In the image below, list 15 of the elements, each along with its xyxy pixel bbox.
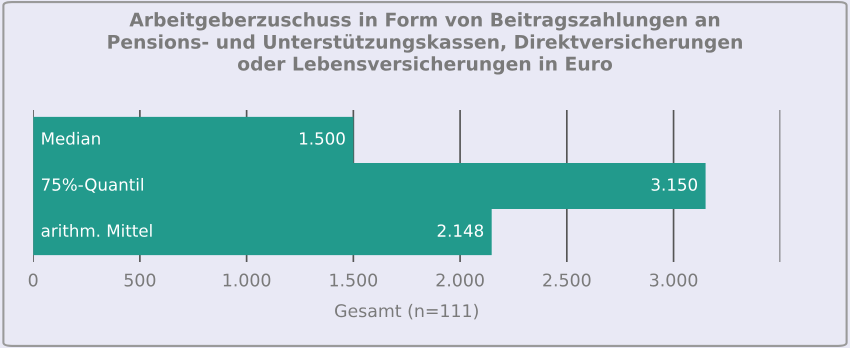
x-tick-label: 2.000 (436, 273, 484, 287)
x-tick-label: 500 (124, 273, 156, 287)
y-tick-label: 75%-Quantil (42, 178, 143, 193)
x-axis-title: Gesamt (n=111) (335, 304, 478, 320)
x-tick-label: 1.500 (330, 273, 378, 287)
x-tick-label: 2.500 (543, 273, 591, 287)
data-label: 3.150 (652, 178, 698, 191)
chart-title: Arbeitgeberzuschuss in Form von Beitragszahlungen an Pensions- und Unterstützungskassen, Direktversicherungen oder Lebensversicherungen in Euro (108, 12, 742, 75)
data-label: 2.148 (438, 224, 484, 237)
data-label: 1.500 (300, 132, 345, 145)
y-tick-label: Median (42, 132, 100, 145)
x-tick-label: 1.000 (224, 273, 270, 287)
x-tick-label: 3.000 (650, 273, 698, 287)
y-tick-label: arithm. Mittel (42, 224, 152, 237)
x-tick-label: 0 (28, 273, 38, 287)
